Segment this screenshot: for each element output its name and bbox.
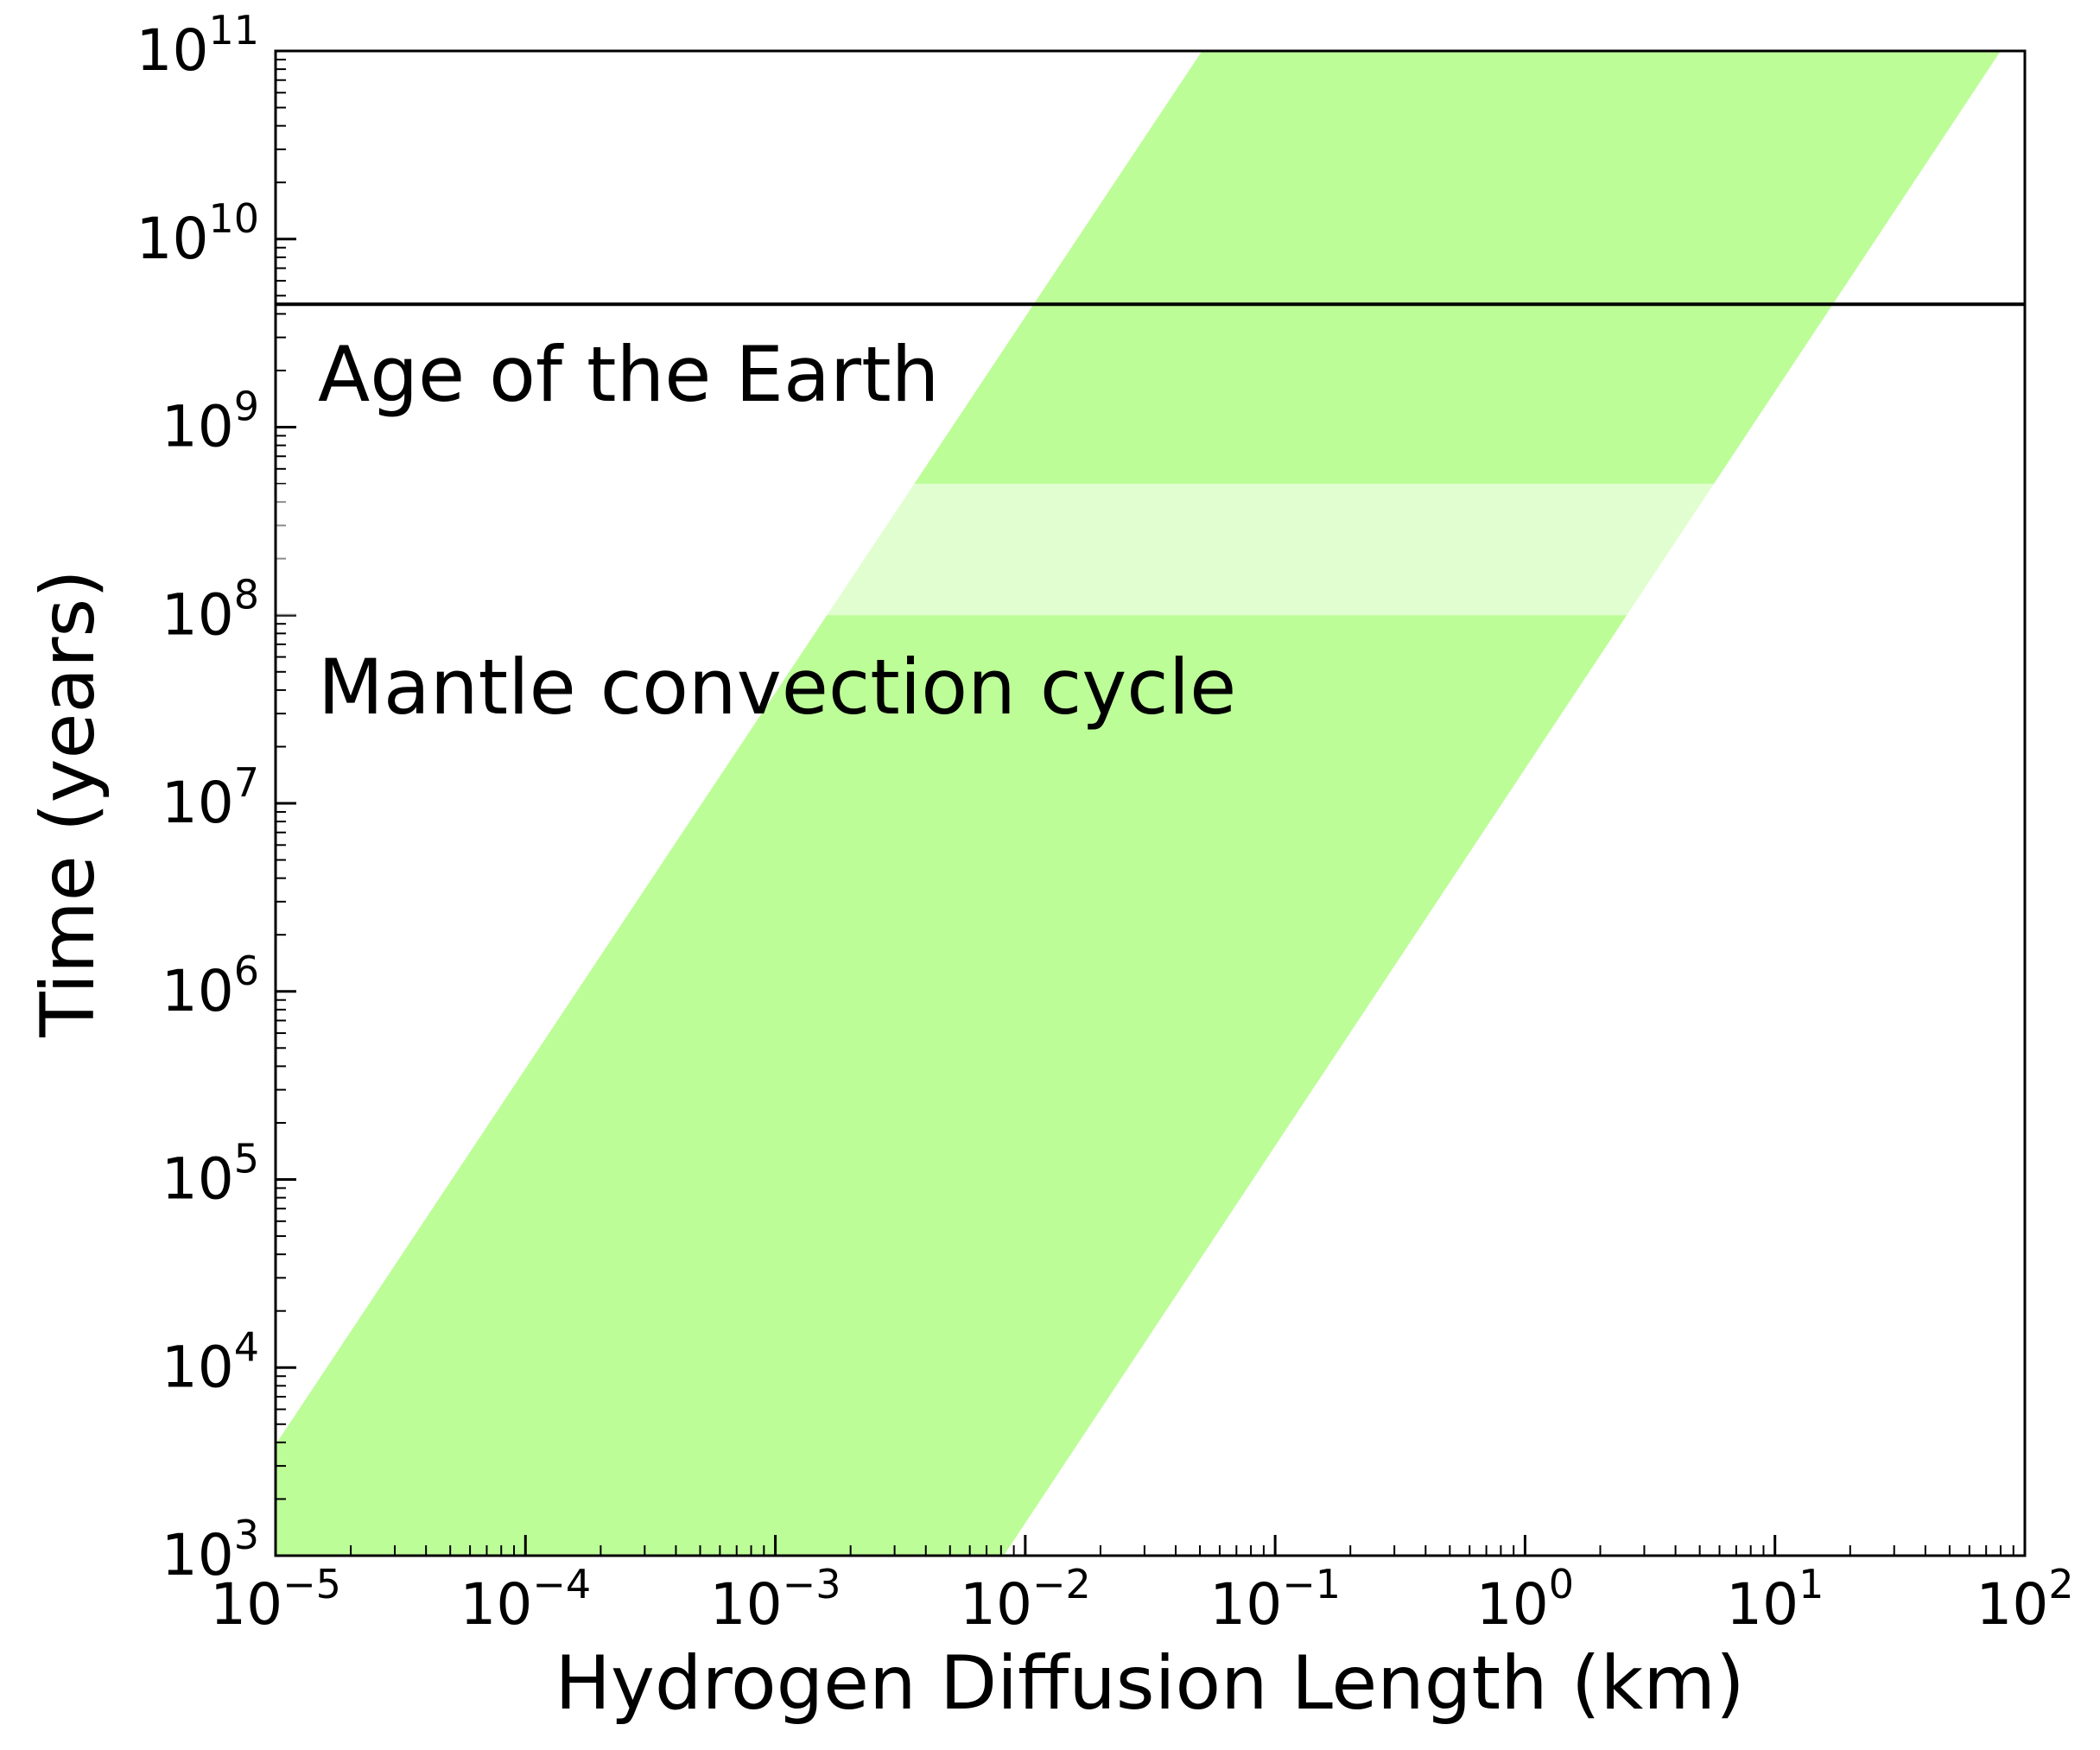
x-tick-label: 10−2 [960,1561,1091,1638]
y-tick-label: 1010 [136,195,259,272]
tick-label-exponent: −5 [282,1561,341,1607]
y-tick-label: 1011 [136,7,259,84]
tick-label-base: 10 [162,958,234,1024]
y-tick-label: 103 [162,1512,259,1588]
diffusion-band [276,51,2001,1556]
tick-label-base: 10 [162,1522,234,1588]
tick-label-base: 10 [162,1334,234,1400]
tick-label-exponent: 7 [234,759,259,806]
y-axis-label: Time (years) [25,569,111,1038]
tick-label-exponent: −3 [783,1561,841,1607]
tick-label-base: 10 [1726,1571,1799,1638]
x-tick-label: 10−3 [710,1561,841,1638]
tick-label-exponent: 1 [1799,1561,1824,1607]
tick-label-base: 10 [960,1571,1032,1638]
y-tick-label: 106 [162,948,259,1024]
x-tick-label: 10−4 [460,1561,591,1638]
x-axis-label: Hydrogen Diffusion Length (km) [555,1640,1744,1727]
tick-label-exponent: −4 [532,1561,591,1607]
mantle-convection-span [274,484,2027,616]
tick-label-base: 10 [1476,1571,1549,1638]
tick-label-base: 10 [460,1571,532,1638]
tick-label-exponent: 11 [208,7,259,54]
tick-label-exponent: 4 [234,1323,259,1370]
annotation-mantle-convection: Mantle convection cycle [318,643,1236,732]
tick-label-base: 10 [162,394,234,460]
y-tick-label: 107 [162,759,259,836]
tick-label-exponent: 10 [208,195,259,242]
plot-frame [274,49,2027,1557]
tick-label-exponent: 0 [1549,1561,1574,1607]
tick-label-exponent: −1 [1282,1561,1341,1607]
x-tick-label: 100 [1476,1561,1574,1638]
annotation-age-of-earth: Age of the Earth [318,330,939,419]
tick-label-exponent: 8 [234,571,259,618]
y-tick-label: 104 [162,1323,259,1400]
tick-labels: 10−5 10−4 10−3 10−2 10−1 100 101 10210310410510… [136,7,2073,1638]
x-tick-label: 101 [1726,1561,1824,1638]
tick-label-base: 10 [136,17,208,84]
tick-label-exponent: 2 [2048,1561,2073,1607]
tick-label-exponent: 9 [234,384,259,430]
y-tick-label: 105 [162,1136,259,1213]
x-tick-label: 102 [1976,1561,2073,1638]
tick-label-base: 10 [1209,1571,1282,1638]
x-tick-label: 10−5 [210,1561,341,1638]
tick-label-exponent: 3 [234,1512,259,1558]
tick-label-base: 10 [162,1146,234,1213]
tick-label-base: 10 [162,770,234,836]
tick-label-base: 10 [162,581,234,648]
y-tick-label: 108 [162,571,259,648]
tick-label-base: 10 [710,1571,783,1638]
plot-area [276,51,2025,1556]
tick-label-base: 10 [210,1571,282,1638]
tick-label-base: 10 [136,206,208,272]
tick-label-exponent: −2 [1032,1561,1091,1607]
tick-label-exponent: 6 [234,948,259,994]
tick-label-base: 10 [1976,1571,2048,1638]
y-tick-label: 109 [162,384,259,460]
tick-label-exponent: 5 [234,1136,259,1183]
x-tick-label: 10−1 [1209,1561,1341,1638]
